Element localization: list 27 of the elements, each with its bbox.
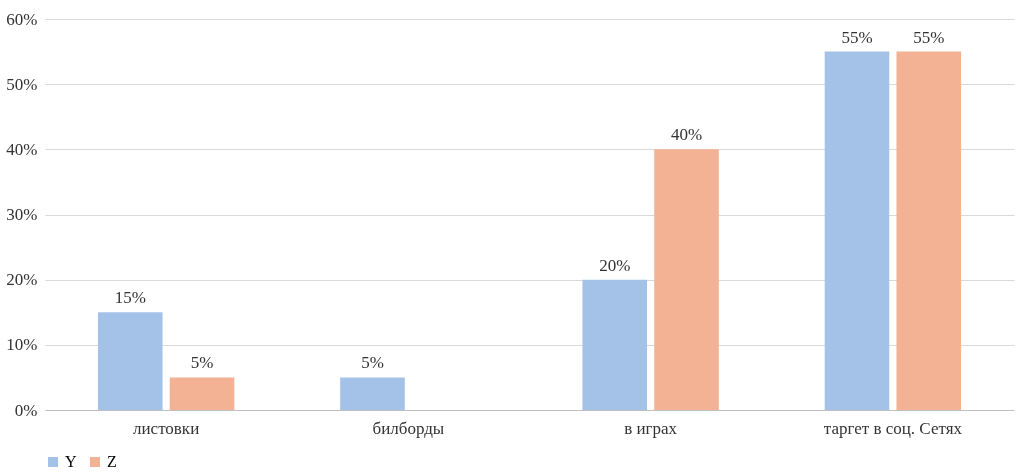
- legend-label: Z: [107, 453, 117, 470]
- legend-label: Y: [65, 453, 77, 470]
- x-tick-label: билборды: [372, 418, 445, 438]
- x-tick-label: таргет в соц. Сетях: [823, 418, 963, 438]
- bar: [824, 51, 890, 410]
- bar: [582, 279, 648, 410]
- data-label: 20%: [599, 255, 631, 275]
- x-tick-label: листовки: [133, 418, 200, 438]
- data-label: 40%: [670, 125, 703, 145]
- bar: [169, 377, 235, 410]
- data-label: 5%: [190, 353, 214, 373]
- bar: [340, 377, 405, 410]
- y-tick-label: 60%: [6, 9, 38, 29]
- y-tick-label: 50%: [6, 74, 38, 94]
- data-label: 15%: [114, 288, 146, 308]
- data-label: 55%: [841, 27, 873, 47]
- y-tick-label: 30%: [6, 205, 38, 224]
- y-tick-label: 20%: [6, 270, 38, 290]
- data-label: 5%: [361, 353, 384, 373]
- data-label: 55%: [913, 27, 945, 47]
- bar: [654, 149, 719, 410]
- y-tick-label: 40%: [6, 139, 38, 159]
- x-tick-label: в играх: [624, 418, 678, 438]
- bar: [97, 312, 163, 410]
- y-tick-label: 10%: [6, 335, 38, 355]
- bar: [896, 51, 962, 410]
- y-tick-label: 0%: [14, 400, 38, 420]
